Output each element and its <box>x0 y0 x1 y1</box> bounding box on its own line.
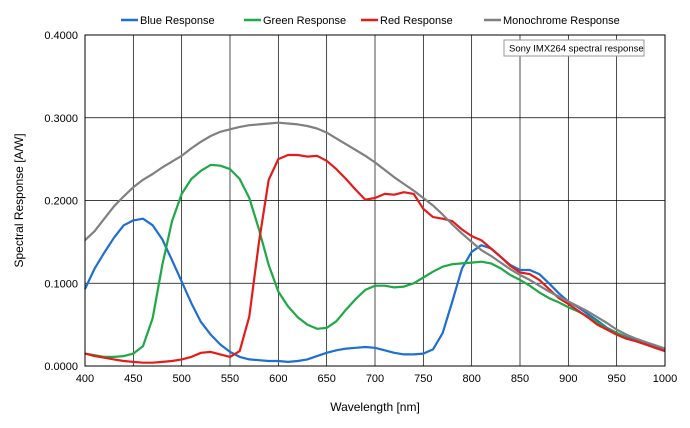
series-line-green-response <box>84 163 666 358</box>
annotation-box: Sony IMX264 spectral response <box>503 39 645 57</box>
y-tick-label: 0.4000 <box>44 30 78 42</box>
legend-label: Blue Response <box>140 15 215 27</box>
x-tick-label: 800 <box>462 373 480 385</box>
x-tick-label: 950 <box>607 373 625 385</box>
y-tick-label: 0.3000 <box>44 113 78 125</box>
series-line-monochrome-response <box>84 121 666 350</box>
x-tick-label: 850 <box>511 373 529 385</box>
legend-label: Monochrome Response <box>503 15 620 27</box>
x-tick-labels: 400 450 500 550 600 650 700 750 800 850 900 950 1000 <box>76 373 677 385</box>
x-tick-label: 750 <box>414 373 432 385</box>
x-axis-title: Wavelength [nm] <box>330 400 420 414</box>
x-tick-label: 900 <box>559 373 577 385</box>
series-line-red-response <box>84 153 666 364</box>
y-tick-label: 0.2000 <box>44 196 78 208</box>
x-tick-label: 400 <box>76 373 94 385</box>
annotation-frame <box>503 39 645 57</box>
x-tick-label: 1000 <box>653 373 677 385</box>
legend: Blue Response Green Response Red Response M… <box>121 15 620 27</box>
y-tick-label: 0.0000 <box>44 361 78 373</box>
x-tick-label: 550 <box>221 373 239 385</box>
x-tick-label: 450 <box>124 373 142 385</box>
series-lines <box>84 121 666 364</box>
y-tick-label: 0.1000 <box>44 278 78 290</box>
x-tick-label: 500 <box>172 373 190 385</box>
x-tick-label: 700 <box>366 373 384 385</box>
y-tick-labels: 0.0000 0.1000 0.2000 0.3000 0.4000 <box>44 30 78 373</box>
x-tick-label: 650 <box>317 373 335 385</box>
legend-label: Red Response <box>380 15 453 27</box>
plot-frame <box>84 34 666 367</box>
x-tick-label: 600 <box>269 373 287 385</box>
annotation-text: Sony IMX264 spectral response <box>509 44 644 55</box>
y-axis-title: Spectral Response [A/W] <box>12 133 26 267</box>
legend-label: Green Response <box>263 15 346 27</box>
